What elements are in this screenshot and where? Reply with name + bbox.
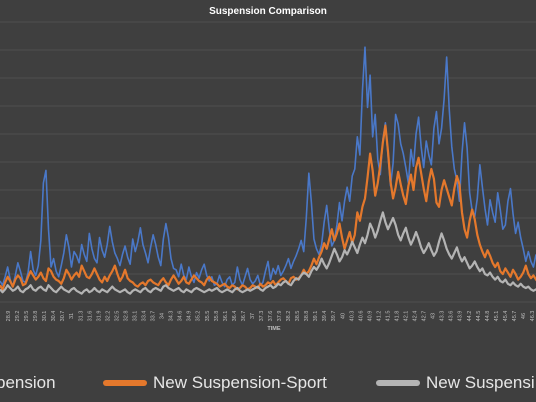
x-tick-label: 31.9 (96, 311, 102, 322)
chart-title: Suspension Comparison (209, 6, 327, 17)
x-tick-label: 41.5 (385, 311, 391, 322)
x-tick-label: 44.8 (485, 311, 491, 322)
x-tick-label: 29.8 (33, 311, 39, 322)
x-tick-label: 40.6 (358, 311, 364, 322)
x-tick-label: 33.4 (142, 311, 148, 322)
x-tick-label: 30.4 (51, 311, 57, 322)
x-tick-label: 41.2 (376, 311, 382, 322)
series-line-new-suspension-sport (0, 124, 536, 291)
x-tick-label: 38.8 (304, 311, 310, 322)
x-tick-label: 37 (250, 313, 256, 319)
x-tick-label: 35.2 (196, 311, 202, 322)
x-tick-label: 34.3 (169, 311, 175, 322)
x-tick-label: 38.2 (286, 311, 292, 322)
x-tick-label: 45.7 (512, 311, 518, 322)
x-tick-label: 36.7 (241, 311, 247, 322)
legend-label-suspension: pension (0, 373, 56, 392)
x-tick-label: 39.7 (331, 311, 337, 322)
x-tick-label: 33.7 (151, 311, 157, 322)
x-tick-label: 44.5 (476, 311, 482, 322)
x-tick-label: 31 (69, 313, 75, 319)
x-tick-label: 46.3 (530, 311, 536, 322)
legend-swatch-new-suspension (376, 380, 420, 386)
x-tick-label: 43.9 (458, 311, 464, 322)
x-axis-label: TIME (267, 326, 280, 332)
x-tick-label: 40.3 (349, 311, 355, 322)
x-tick-label: 40 (340, 313, 346, 319)
x-tick-label: 33.1 (133, 311, 139, 322)
x-tick-label: 38.5 (295, 311, 301, 322)
x-tick-label: 31.3 (78, 311, 84, 322)
legend-item-suspension: pension (0, 368, 56, 398)
legend-item-new-suspension-sport: New Suspension-Sport (103, 368, 327, 398)
x-tick-label: 32.5 (114, 311, 120, 322)
x-tick-label: 29.2 (15, 311, 21, 322)
x-tick-label: 42.7 (422, 311, 428, 322)
legend-label-new-suspension-sport: New Suspension-Sport (153, 373, 327, 392)
chart-legend: pension New Suspension-Sport New Suspens… (0, 368, 536, 398)
x-tick-label: 41.8 (395, 311, 401, 322)
x-tick-label: 45.1 (494, 311, 500, 322)
x-tick-label: 32.8 (123, 311, 129, 322)
x-tick-label: 42.4 (413, 311, 419, 322)
x-tick-label: 37.9 (277, 311, 283, 322)
x-tick-label: 34.9 (187, 311, 193, 322)
x-tick-label: 30.7 (60, 311, 66, 322)
series-line-new-suspension (0, 211, 536, 295)
legend-item-new-suspension: New Suspensi (376, 368, 535, 398)
x-tick-label: 28.9 (6, 311, 12, 322)
x-tick-label: 43.3 (440, 311, 446, 322)
x-tick-label: 31.6 (87, 311, 93, 322)
x-tick-label: 44.2 (467, 311, 473, 322)
x-tick-label: 36.4 (232, 311, 238, 322)
series-line-suspension (0, 46, 536, 288)
x-tick-label: 36.1 (223, 311, 229, 322)
x-tick-label: 43.6 (449, 311, 455, 322)
x-tick-label: 45.4 (503, 311, 509, 322)
x-tick-label: 35.8 (214, 311, 220, 322)
x-tick-label: 43 (431, 313, 437, 319)
x-tick-label: 34 (160, 313, 166, 319)
legend-label-new-suspension: New Suspensi (426, 373, 535, 392)
x-tick-label: 42.1 (404, 311, 410, 322)
x-tick-label: 40.9 (367, 311, 373, 322)
x-tick-label: 32.2 (105, 311, 111, 322)
x-tick-label: 34.6 (178, 311, 184, 322)
x-tick-label: 46 (521, 313, 527, 319)
legend-swatch-new-suspension-sport (103, 380, 147, 386)
x-tick-label: 39.4 (322, 311, 328, 322)
x-tick-label: 37.3 (259, 311, 265, 322)
x-tick-label: 37.6 (268, 311, 274, 322)
x-tick-label: 30.1 (42, 311, 48, 322)
x-tick-label: 29.5 (24, 311, 30, 322)
x-tick-label: 35.5 (205, 311, 211, 322)
x-tick-label: 39.1 (313, 311, 319, 322)
